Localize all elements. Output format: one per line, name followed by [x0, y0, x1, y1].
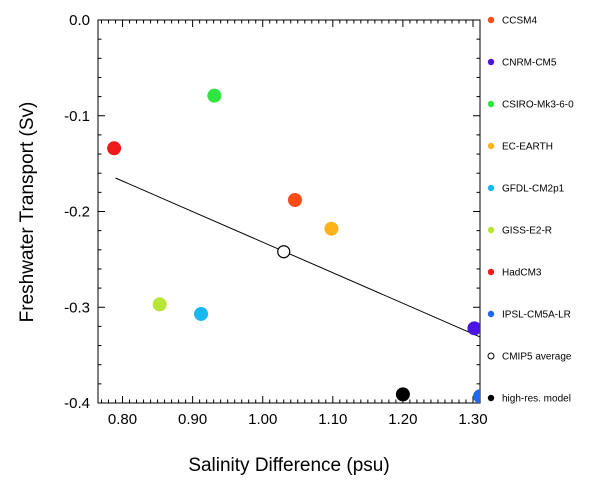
legend-marker-csiro-mk3-6-0: [487, 100, 495, 108]
data-points: [107, 88, 480, 403]
legend-marker-ec-earth: [487, 142, 495, 150]
regression-line: [115, 177, 481, 338]
legend-label-ec-earth: EC-EARTH: [502, 142, 553, 153]
y-axis-title: Freshwater Transport (Sv): [17, 102, 38, 323]
point-ipsl-cm5a-lr: [473, 389, 480, 403]
legend-label-ipsl-cm5a-lr: IPSL-CM5A-LR: [502, 310, 571, 321]
point-cnrm-cm5: [467, 321, 480, 336]
plot-frame: [97, 19, 481, 404]
legend-label-ccsm4: CCSM4: [502, 16, 537, 27]
y-tick-label: 0.0: [69, 12, 90, 29]
point-cmip5-average: [277, 245, 291, 259]
y-tick-labels: 0.0 -0.1 -0.2 -0.3 -0.4: [64, 12, 90, 412]
legend-marker-high-res-model: [487, 394, 495, 402]
point-csiro-mk3-6-0: [207, 88, 222, 103]
legend-marker-giss-e2-r: [487, 226, 495, 234]
legend-marker-gfdl-cm2p1: [487, 184, 495, 192]
point-high-res-model: [395, 387, 410, 402]
legend-marker-hadcm3: [487, 268, 495, 276]
x-tick-label: 1.00: [248, 411, 277, 428]
x-tick-label: 0.90: [178, 411, 207, 428]
point-ec-earth: [324, 221, 339, 236]
point-ccsm4: [287, 193, 302, 208]
point-giss-e2-r: [152, 297, 167, 312]
legend-marker-cmip5-average: [487, 352, 495, 360]
legend-label-cmip5-average: CMIP5 average: [502, 352, 572, 363]
x-axis-title: Salinity Difference (psu): [188, 455, 389, 476]
y-tick-label: -0.1: [64, 108, 90, 125]
point-hadcm3: [107, 141, 122, 156]
legend-label-giss-e2-r: GISS-E2-R: [502, 226, 552, 237]
tick-marks: [98, 19, 481, 404]
y-tick-label: -0.4: [64, 395, 90, 412]
point-gfdl-cm2p1: [194, 306, 209, 321]
legend-label-csiro-mk3-6-0: CSIRO-Mk3-6-0: [502, 100, 574, 111]
y-tick-label: -0.2: [64, 204, 90, 221]
legend-label-gfdl-cm2p1: GFDL-CM2p1: [502, 184, 565, 195]
legend: CCSM4 CNRM-CM5 CSIRO-Mk3-6-0 EC-EARTH GFDL-C…: [487, 16, 574, 405]
x-tick-label: 0.80: [108, 411, 137, 428]
legend-marker-ipsl-cm5a-lr: [487, 310, 495, 318]
legend-label-cnrm-cm5: CNRM-CM5: [502, 58, 557, 69]
y-tick-label: -0.3: [64, 299, 90, 316]
legend-label-high-res-model: high-res. model: [502, 394, 571, 405]
x-tick-label: 1.20: [388, 411, 417, 428]
x-tick-label: 1.10: [318, 411, 347, 428]
legend-label-hadcm3: HadCM3: [502, 268, 542, 279]
legend-marker-ccsm4: [487, 16, 495, 24]
x-tick-labels: 0.80 0.90 1.00 1.10 1.20 1.30: [108, 411, 488, 428]
legend-marker-cnrm-cm5: [487, 58, 495, 66]
x-tick-label: 1.30: [458, 411, 487, 428]
